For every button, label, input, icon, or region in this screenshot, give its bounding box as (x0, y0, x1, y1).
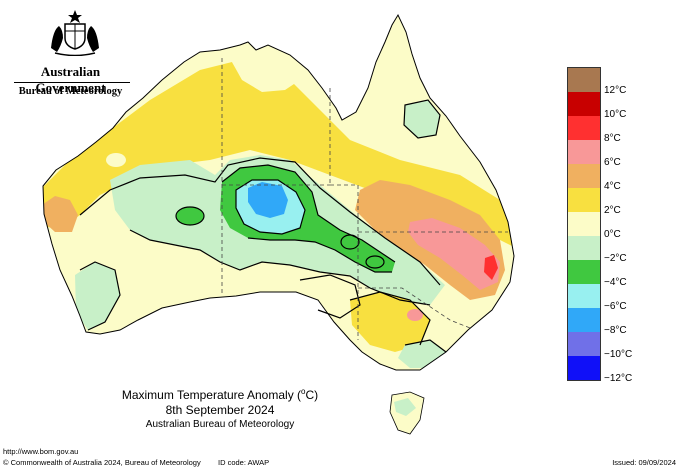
legend-label: 12°C (604, 85, 627, 96)
bureau-label: Bureau of Meteorology (18, 86, 123, 97)
government-label: Australian Government (35, 64, 106, 95)
legend-label: 2°C (604, 205, 621, 216)
legend-label: −6°C (604, 301, 627, 312)
legend-swatch (568, 308, 600, 332)
legend-swatch (568, 188, 600, 212)
tasmania (389, 391, 425, 435)
legend-swatch (568, 284, 600, 308)
legend-label: 10°C (604, 109, 627, 120)
legend-label: 8°C (604, 133, 621, 144)
coastline (42, 13, 515, 371)
legend-label: 6°C (604, 157, 621, 168)
legend-swatch (568, 92, 600, 116)
color-legend (567, 67, 601, 381)
map-title: Maximum Temperature Anomaly (oC) (0, 387, 440, 402)
map-date: 8th September 2024 (165, 403, 275, 417)
map-title-prefix: Maximum Temperature Anomaly ( (121, 388, 302, 402)
id-code: ID code: AWAP (218, 458, 270, 467)
copyright-text: © Commonwealth of Australia 2024, Bureau… (3, 458, 201, 467)
state-borders (221, 58, 508, 340)
legend-swatch (568, 116, 600, 140)
legend-label: −2°C (604, 253, 627, 264)
anomaly-contours (79, 99, 447, 353)
legend-swatch (568, 212, 600, 236)
legend-swatch (568, 140, 600, 164)
legend-label: 0°C (604, 229, 621, 240)
logo-divider (14, 82, 130, 83)
legend-label: 4°C (604, 181, 621, 192)
map-title-suffix: C) (305, 388, 319, 402)
legend-swatch (568, 356, 600, 380)
legend-swatch (568, 260, 600, 284)
coat-of-arms-icon (51, 10, 99, 56)
legend-label: −10°C (604, 349, 633, 360)
bom-logo: Australian Government Bureau of Meteorol… (8, 8, 133, 98)
legend-label: −4°C (604, 277, 627, 288)
map-title-unit: o (301, 387, 306, 396)
issued-date: Issued: 09/09/2024 (612, 458, 676, 467)
bom-url-link[interactable]: http://www.bom.gov.au (3, 447, 79, 456)
legend-label: −8°C (604, 325, 627, 336)
map-source: Australian Bureau of Meteorology (145, 419, 295, 430)
legend-swatch (568, 164, 600, 188)
anomaly-bands (43, 20, 514, 368)
legend-label: −12°C (604, 373, 633, 384)
legend-swatch (568, 332, 600, 356)
legend-swatch (568, 236, 600, 260)
legend-swatch (568, 68, 600, 92)
